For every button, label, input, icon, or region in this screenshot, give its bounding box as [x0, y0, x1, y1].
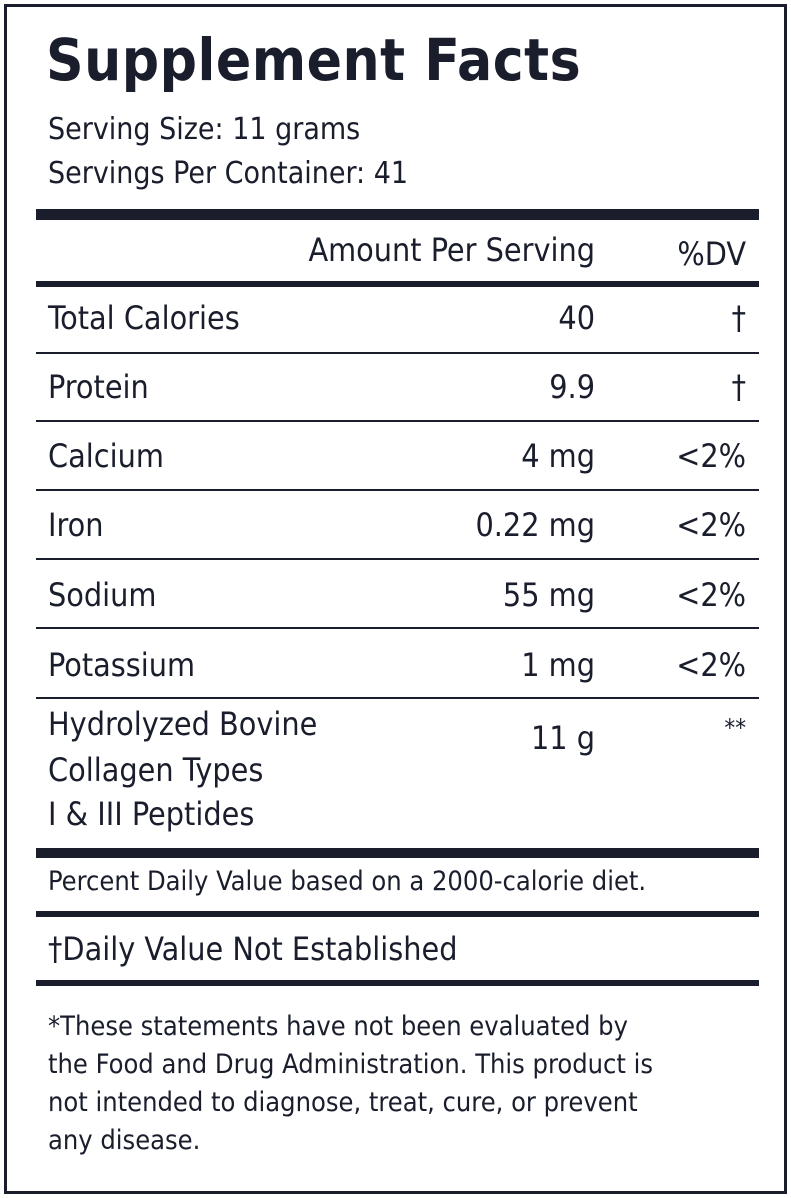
row-sodium-dv: <2% [676, 576, 746, 614]
supplement-facts-panel [4, 4, 787, 1194]
row-divider [36, 558, 759, 560]
header-divider [36, 281, 759, 287]
not-established-note: †Daily Value Not Established [48, 930, 458, 968]
row-calcium-amount: 4 mg [521, 437, 595, 475]
row-divider [36, 489, 759, 491]
disclaimer-line-2: the Food and Drug Administration. This p… [48, 1049, 654, 1080]
header-amount-per-serving: Amount Per Serving [308, 231, 595, 269]
row-calcium-name: Calcium [48, 437, 164, 475]
disclaimer-line-3: not intended to diagnose, treat, cure, o… [48, 1087, 638, 1118]
thick-divider-bottom [36, 848, 759, 858]
disclaimer-line-1: *These statements have not been evaluate… [48, 1011, 628, 1042]
row-divider [36, 627, 759, 629]
note-divider [36, 911, 759, 917]
row-iron-amount: 0.22 mg [475, 506, 595, 544]
row-divider [36, 697, 759, 699]
row-potassium-name: Potassium [48, 646, 196, 684]
serving-size: Serving Size: 11 grams [48, 112, 361, 147]
row-protein-name: Protein [48, 368, 149, 406]
row-divider [36, 352, 759, 354]
row-collagen-name-line-1: Hydrolyzed Bovine [48, 705, 318, 743]
disclaimer-divider [36, 980, 759, 986]
row-collagen-dv: ** [724, 714, 746, 742]
panel-title: Supplement Facts [46, 26, 582, 94]
row-calcium-dv: <2% [676, 437, 746, 475]
row-sodium-name: Sodium [48, 576, 157, 614]
row-protein-dv: † [731, 368, 746, 406]
row-iron-dv: <2% [676, 506, 746, 544]
header-percent-dv: %DV [677, 235, 746, 273]
disclaimer-line-4: any disease. [48, 1125, 201, 1156]
thick-divider-top [36, 209, 759, 220]
row-collagen-amount: 11 g [530, 719, 595, 757]
row-total-calories-dv: † [731, 299, 746, 337]
daily-value-note: Percent Daily Value based on a 2000-calo… [48, 866, 647, 897]
row-iron-name: Iron [48, 506, 104, 544]
fda-disclaimer: *These statements have not been evaluate… [48, 1008, 738, 1160]
row-total-calories-name: Total Calories [48, 299, 240, 337]
servings-per-container: Servings Per Container: 41 [48, 156, 409, 191]
row-collagen-name-line-2: Collagen Types [48, 751, 264, 789]
row-protein-amount: 9.9 [549, 368, 595, 406]
row-total-calories-amount: 40 [558, 299, 595, 337]
row-potassium-dv: <2% [676, 646, 746, 684]
row-collagen-name-line-3: I & III Peptides [48, 795, 255, 833]
row-sodium-amount: 55 mg [502, 576, 595, 614]
row-potassium-amount: 1 mg [521, 646, 595, 684]
row-divider [36, 420, 759, 422]
